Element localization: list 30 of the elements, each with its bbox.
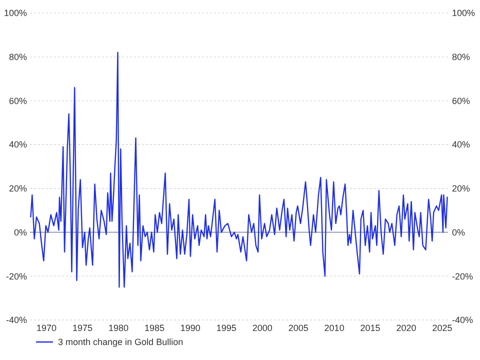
y-tick-label: -40%	[6, 315, 27, 326]
x-tick-label: 2015	[360, 323, 380, 333]
y2-tick-label: 80%	[452, 52, 470, 62]
y-tick-label: 60%	[8, 96, 27, 106]
y2-tick-label: 100%	[452, 8, 476, 18]
y-tick-label: 0%	[14, 227, 27, 238]
y-tick-label: 80%	[8, 52, 27, 62]
x-tick-label: 1975	[72, 323, 93, 333]
x-tick-label: 2000	[252, 323, 272, 333]
x-tick-label: 2010	[324, 323, 344, 333]
x-tick-label: 1990	[180, 323, 200, 333]
legend-label: 3 month change in Gold Bullion	[58, 337, 184, 348]
y2-tick-label: 40%	[452, 140, 470, 150]
x-tick-label: 1970	[36, 323, 57, 333]
y-tick-label: 100%	[4, 8, 27, 18]
y-tick-label: 40%	[8, 140, 27, 150]
y-tick-label: 20%	[8, 184, 27, 194]
y2-tick-label: -40%	[452, 315, 474, 326]
x-tick-label: 1995	[216, 323, 236, 333]
y2-tick-label: 20%	[452, 184, 470, 194]
x-tick-label: 1985	[144, 323, 164, 333]
y-tick-label: -20%	[6, 271, 27, 282]
x-tick-label: 2005	[288, 323, 308, 333]
x-tick-label: 2025	[432, 323, 452, 333]
y2-tick-label: -20%	[452, 271, 474, 282]
y2-tick-label: 60%	[452, 96, 470, 106]
x-tick-label: 1980	[108, 323, 129, 333]
x-tick-label: 2020	[396, 323, 416, 333]
line-series	[30, 52, 448, 288]
y2-tick-label: 0%	[452, 227, 466, 238]
